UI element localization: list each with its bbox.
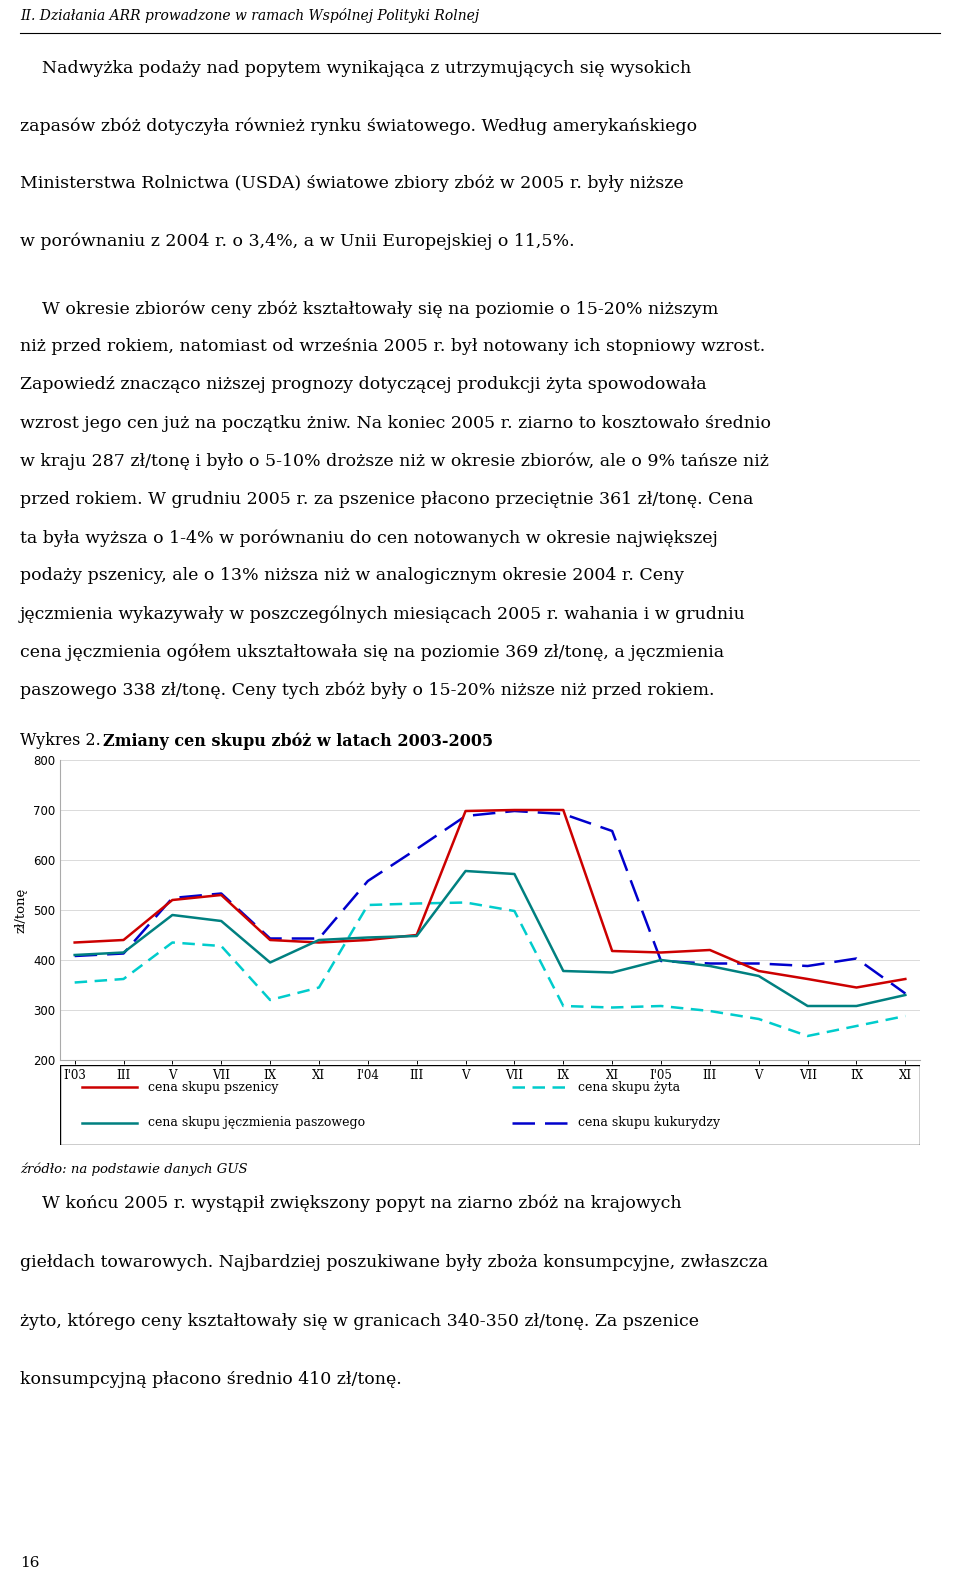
Text: giełdach towarowych. Najbardziej poszukiwane były zboża konsumpcyjne, zwłaszcza: giełdach towarowych. Najbardziej poszuki…	[20, 1254, 768, 1271]
Text: zapasów zbóż dotyczyła również rynku światowego. Według amerykańskiego: zapasów zbóż dotyczyła również rynku świ…	[20, 117, 697, 135]
Text: źródło: na podstawie danych GUS: źródło: na podstawie danych GUS	[20, 1162, 248, 1176]
Text: 16: 16	[20, 1556, 39, 1571]
Text: cena skupu żyta: cena skupu żyta	[578, 1081, 680, 1094]
Text: W końcu 2005 r. wystąpił zwiększony popyt na ziarno zbóż na krajowych: W końcu 2005 r. wystąpił zwiększony popy…	[20, 1195, 682, 1213]
Text: Zmiany cen skupu zbóż w latach 2003-2005: Zmiany cen skupu zbóż w latach 2003-2005	[103, 732, 493, 750]
Text: ta była wyższa o 1-4% w porównaniu do cen notowanych w okresie największej: ta była wyższa o 1-4% w porównaniu do ce…	[20, 529, 718, 547]
Text: cena jęczmienia ogółem ukształtowała się na poziomie 369 zł/tonę, a jęczmienia: cena jęczmienia ogółem ukształtowała się…	[20, 644, 724, 661]
Text: wzrost jego cen już na początku żniw. Na koniec 2005 r. ziarno to kosztowało śre: wzrost jego cen już na początku żniw. Na…	[20, 415, 771, 431]
Text: Zapowiedź znacząco niższej prognozy dotyczącej produkcji żyta spowodowała: Zapowiedź znacząco niższej prognozy doty…	[20, 376, 707, 393]
Text: niż przed rokiem, natomiast od września 2005 r. był notowany ich stopniowy wzros: niż przed rokiem, natomiast od września …	[20, 338, 765, 355]
Text: przed rokiem. W grudniu 2005 r. za pszenice płacono przeciętnie 361 zł/tonę. Cen: przed rokiem. W grudniu 2005 r. za pszen…	[20, 491, 754, 507]
Text: II. Działania ARR prowadzone w ramach Wspólnej Polityki Rolnej: II. Działania ARR prowadzone w ramach Ws…	[20, 8, 479, 24]
Text: podaży pszenicy, ale o 13% niższa niż w analogicznym okresie 2004 r. Ceny: podaży pszenicy, ale o 13% niższa niż w …	[20, 567, 684, 585]
Text: Wykres 2.: Wykres 2.	[20, 732, 106, 750]
Text: w porównaniu z 2004 r. o 3,4%, a w Unii Europejskiej o 11,5%.: w porównaniu z 2004 r. o 3,4%, a w Unii …	[20, 233, 575, 250]
Text: cena skupu pszenicy: cena skupu pszenicy	[148, 1081, 278, 1094]
Text: konsumpcyjną płacono średnio 410 zł/tonę.: konsumpcyjną płacono średnio 410 zł/tonę…	[20, 1371, 401, 1388]
Text: paszowego 338 zł/tonę. Ceny tych zbóż były o 15-20% niższe niż przed rokiem.: paszowego 338 zł/tonę. Ceny tych zbóż by…	[20, 682, 714, 699]
Y-axis label: zł/tonę: zł/tonę	[14, 888, 27, 932]
Text: cena skupu jęczmienia paszowego: cena skupu jęczmienia paszowego	[148, 1116, 365, 1129]
Text: cena skupu kukurydzy: cena skupu kukurydzy	[578, 1116, 720, 1129]
Text: W okresie zbiorów ceny zbóż kształtowały się na poziomie o 15-20% niższym: W okresie zbiorów ceny zbóż kształtowały…	[20, 300, 718, 317]
Text: żyto, którego ceny kształtowały się w granicach 340-350 zł/tonę. Za pszenice: żyto, którego ceny kształtowały się w gr…	[20, 1312, 699, 1330]
Text: Nadwyżka podaży nad popytem wynikająca z utrzymujących się wysokich: Nadwyżka podaży nad popytem wynikająca z…	[20, 60, 691, 78]
Text: jęczmienia wykazywały w poszczególnych miesiącach 2005 r. wahania i w grudniu: jęczmienia wykazywały w poszczególnych m…	[20, 605, 746, 623]
Text: w kraju 287 zł/tonę i było o 5-10% droższe niż w okresie zbiorów, ale o 9% tańsz: w kraju 287 zł/tonę i było o 5-10% drożs…	[20, 453, 769, 471]
Text: Ministerstwa Rolnictwa (USDA) światowe zbiory zbóż w 2005 r. były niższe: Ministerstwa Rolnictwa (USDA) światowe z…	[20, 174, 684, 192]
